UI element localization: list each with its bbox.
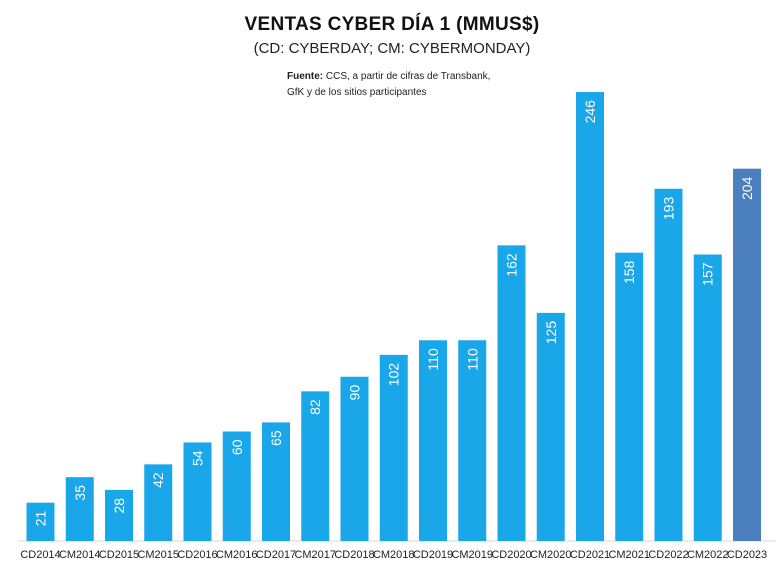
bar-cd2015 [105, 489, 133, 541]
bar-cm2018 [379, 354, 408, 541]
chart-title: VENTAS CYBER DÍA 1 (MMUS$) [244, 14, 540, 35]
bar-cd2021 [576, 92, 604, 542]
bar-cm2022 [693, 254, 722, 542]
bar-value-label-cd2022: 193 [661, 197, 677, 221]
x-tick-label-cd2021: CD2021 [570, 549, 610, 561]
x-tick-labels: CD2014CM2014CD2015CM2015CD2016CM2016CD20… [20, 549, 767, 561]
x-tick-label-cd2016: CD2016 [177, 549, 217, 561]
bar-value-label-cd2023: 204 [739, 176, 755, 200]
bar-cd2018 [340, 376, 369, 541]
bar-cd2022 [654, 188, 683, 541]
source-line-2: GfK y de los sitios participantes [287, 87, 427, 98]
x-tick-label-cd2019: CD2019 [413, 549, 453, 561]
bar-value-label-cd2015: 28 [111, 498, 127, 514]
bar-cd2017 [262, 422, 290, 542]
bar-value-label-cm2015: 42 [150, 472, 166, 488]
bar-value-label-cm2017: 82 [307, 399, 323, 415]
x-tick-label-cm2016: CM2016 [216, 549, 258, 561]
bar-cm2015 [144, 464, 173, 541]
x-tick-label-cm2014: CM2014 [59, 549, 101, 561]
source-label: Fuente: [287, 71, 324, 82]
bar-value-label-cm2021: 158 [621, 260, 637, 284]
x-tick-label-cm2020: CM2020 [530, 549, 572, 561]
x-tick-label-cd2017: CD2017 [256, 549, 296, 561]
x-tick-label-cd2018: CD2018 [334, 549, 374, 561]
x-tick-label-cd2014: CD2014 [20, 549, 60, 561]
x-tick-label-cm2021: CM2021 [608, 549, 650, 561]
bar-value-label-cm2020: 125 [543, 321, 559, 345]
x-tick-label-cm2017: CM2017 [294, 549, 336, 561]
x-tick-label-cd2015: CD2015 [99, 549, 139, 561]
bar-cm2016 [222, 431, 251, 541]
bar-cm2020 [536, 312, 565, 542]
x-tick-label-cm2022: CM2022 [687, 549, 729, 561]
bar-cd2023 [733, 168, 761, 541]
x-tick-label-cd2022: CD2022 [648, 549, 688, 561]
bar-cm2014 [65, 477, 94, 542]
bar-cm2019 [458, 340, 487, 541]
x-tick-label-cd2020: CD2020 [491, 549, 531, 561]
bar-value-label-cm2019: 110 [464, 348, 480, 371]
bar-value-label-cd2017: 65 [268, 430, 284, 446]
bar-value-label-cd2016: 54 [190, 450, 206, 466]
bar-value-label-cm2018: 102 [386, 363, 402, 387]
bar-value-label-cd2018: 90 [347, 385, 363, 401]
bar-cd2014 [26, 502, 55, 541]
x-tick-label-cd2023: CD2023 [727, 549, 767, 561]
x-tick-label-cm2015: CM2015 [137, 549, 179, 561]
chart-source: Fuente: CCS, a partir de cifras de Trans… [287, 69, 547, 101]
bar-cm2017 [301, 391, 330, 541]
bar-cm2021 [615, 252, 644, 541]
bar-value-label-cd2014: 21 [33, 510, 49, 526]
x-tick-label-cm2019: CM2019 [451, 549, 493, 561]
chart-subtitle: (CD: CYBERDAY; CM: CYBERMONDAY) [253, 40, 531, 57]
bar-value-label-cm2022: 157 [700, 262, 716, 286]
x-tick-label-cm2018: CM2018 [373, 549, 415, 561]
bar-value-label-cd2020: 162 [504, 253, 520, 277]
bar-value-label-cd2021: 246 [582, 100, 598, 124]
bar-cd2020 [497, 245, 526, 541]
bar-cd2019 [419, 340, 447, 541]
bar-value-label-cm2016: 60 [229, 439, 245, 455]
source-line-1: CCS, a partir de cifras de Transbank, [325, 71, 491, 82]
bars-group: 21 35 28 42 54 60 65 82 90 102 110 110 162 125 246 158 1… [26, 92, 761, 542]
bar-cd2016 [183, 442, 212, 541]
bar-value-label-cd2019: 110 [425, 348, 441, 371]
bar-value-label-cm2014: 35 [72, 485, 88, 501]
